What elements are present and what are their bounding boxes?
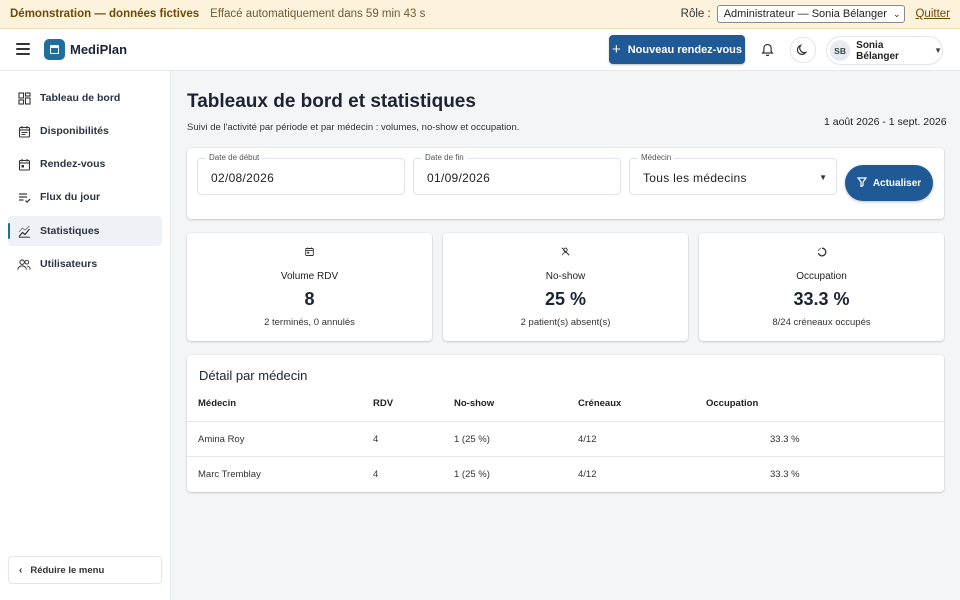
stat-card-no-show: No-show 25 % 2 patient(s) absent(s) bbox=[443, 233, 688, 341]
calendar-icon bbox=[187, 247, 432, 256]
avatar: SB bbox=[830, 40, 851, 61]
doctor-select-label: Médecin bbox=[638, 153, 675, 162]
collapse-menu-label: Réduire le menu bbox=[30, 564, 105, 576]
plus-icon: + bbox=[611, 41, 621, 58]
list-flow-icon bbox=[17, 190, 31, 204]
menu-icon[interactable] bbox=[16, 43, 30, 55]
users-icon bbox=[17, 257, 31, 271]
start-date-value: 02/08/2026 bbox=[211, 171, 275, 185]
caret-down-icon: ▼ bbox=[934, 46, 942, 55]
chevron-down-icon: ⌄ bbox=[892, 8, 901, 19]
start-date-label: Date de début bbox=[206, 153, 263, 162]
collapse-menu-button[interactable]: ‹ Réduire le menu bbox=[8, 556, 162, 584]
stat-label: Volume RDV bbox=[280, 271, 339, 282]
cell-rdv: 4 bbox=[373, 434, 379, 445]
stat-label: Occupation bbox=[796, 271, 847, 282]
sidebar-item-label: Disponibilités bbox=[40, 125, 109, 137]
cell-occupation: 33.3 % bbox=[770, 434, 800, 445]
end-date-value: 01/09/2026 bbox=[427, 171, 491, 185]
cell-no-show: 1 (25 %) bbox=[454, 469, 490, 480]
sidebar-item-flux-du-jour[interactable]: Flux du jour bbox=[8, 182, 162, 212]
cell-medecin: Marc Tremblay bbox=[198, 469, 261, 480]
sidebar-item-utilisateurs[interactable]: Utilisateurs bbox=[8, 249, 162, 279]
caret-down-icon: ▼ bbox=[819, 173, 827, 182]
cell-creneaux: 4/12 bbox=[578, 434, 597, 445]
role-select-value: Administrateur — Sonia Bélanger bbox=[723, 8, 887, 20]
chart-line-icon bbox=[17, 224, 31, 238]
calendar-icon bbox=[17, 124, 31, 138]
cell-medecin: Amina Roy bbox=[198, 434, 245, 445]
app-header: MediPlan + Nouveau rendez-vous SB Sonia … bbox=[0, 29, 960, 71]
sidebar-item-label: Tableau de bord bbox=[40, 92, 121, 104]
stat-subtext: 2 terminés, 0 annulés bbox=[264, 317, 355, 328]
filter-icon bbox=[856, 176, 868, 190]
dashboard-grid-icon bbox=[17, 91, 31, 105]
column-header-rdv[interactable]: RDV bbox=[373, 398, 394, 409]
demo-countdown: Effacé automatiquement dans 59 min 43 s bbox=[210, 8, 426, 20]
refresh-label: Actualiser bbox=[872, 177, 922, 189]
logo-icon bbox=[44, 39, 65, 60]
sidebar: Tableau de bord Disponibilités Rendez-vo… bbox=[0, 71, 171, 600]
sidebar-item-label: Flux du jour bbox=[40, 191, 101, 203]
new-appointment-label: Nouveau rendez-vous bbox=[627, 43, 743, 56]
end-date-field[interactable]: Date de fin 01/09/2026 bbox=[413, 153, 621, 195]
quit-link[interactable]: Quitter bbox=[915, 8, 950, 20]
page-title: Tableaux de bord et statistiques bbox=[187, 91, 476, 112]
brand-name: MediPlan bbox=[70, 42, 128, 57]
stat-subtext: 8/24 créneaux occupés bbox=[772, 317, 871, 328]
column-header-occupation[interactable]: Occupation bbox=[706, 398, 759, 409]
refresh-button[interactable]: Actualiser bbox=[845, 165, 933, 201]
sidebar-item-label: Rendez-vous bbox=[40, 158, 106, 170]
sidebar-item-tableau-de-bord[interactable]: Tableau de bord bbox=[8, 83, 162, 113]
detail-title: Détail par médecin bbox=[199, 368, 308, 383]
user-name: Sonia Bélanger bbox=[856, 39, 899, 62]
stat-value: 8 bbox=[304, 289, 315, 309]
cell-occupation: 33.3 % bbox=[770, 469, 800, 480]
column-header-medecin[interactable]: Médecin bbox=[198, 398, 237, 409]
doctor-detail-table: Détail par médecin Médecin RDV No-show C… bbox=[187, 355, 944, 492]
cell-rdv: 4 bbox=[373, 469, 379, 480]
stat-card-occupation: Occupation 33.3 % 8/24 créneaux occupés bbox=[699, 233, 944, 341]
column-header-creneaux[interactable]: Créneaux bbox=[578, 398, 622, 409]
new-appointment-button[interactable]: + Nouveau rendez-vous bbox=[609, 35, 745, 64]
stat-subtext: 2 patient(s) absent(s) bbox=[520, 317, 611, 328]
stat-value: 25 % bbox=[544, 289, 587, 309]
donut-icon bbox=[699, 247, 944, 257]
table-row: Marc Tremblay 4 1 (25 %) 4/12 33.3 % bbox=[187, 456, 944, 491]
role-select[interactable]: Administrateur — Sonia Bélanger ⌄ bbox=[716, 5, 906, 23]
demo-banner-title: Démonstration — données fictives bbox=[10, 8, 200, 20]
sidebar-item-label: Statistiques bbox=[40, 225, 100, 237]
person-off-icon bbox=[443, 247, 688, 256]
cell-creneaux: 4/12 bbox=[578, 469, 597, 480]
date-range: 1 août 2026 - 1 sept. 2026 bbox=[824, 116, 947, 128]
chevron-left-icon: ‹ bbox=[19, 564, 23, 576]
moon-icon[interactable] bbox=[790, 37, 816, 63]
page-subtitle: Suivi de l'activité par période et par m… bbox=[187, 122, 520, 133]
sidebar-item-label: Utilisateurs bbox=[40, 258, 98, 270]
start-date-field[interactable]: Date de début 02/08/2026 bbox=[197, 153, 405, 195]
sidebar-item-statistiques[interactable]: Statistiques bbox=[8, 216, 162, 246]
cell-no-show: 1 (25 %) bbox=[454, 434, 490, 445]
role-label: Rôle : bbox=[680, 8, 711, 20]
stat-label: No-show bbox=[545, 271, 586, 282]
demo-banner: Démonstration — données fictives Effacé … bbox=[0, 0, 960, 29]
filters-card: Date de début 02/08/2026 Date de fin 01/… bbox=[187, 148, 944, 219]
stat-card-volume: Volume RDV 8 2 terminés, 0 annulés bbox=[187, 233, 432, 341]
calendar-check-icon bbox=[17, 157, 31, 171]
sidebar-item-rendez-vous[interactable]: Rendez-vous bbox=[8, 149, 162, 179]
table-row: Amina Roy 4 1 (25 %) 4/12 33.3 % bbox=[187, 421, 944, 456]
doctor-select[interactable]: Médecin Tous les médecins ▼ bbox=[629, 153, 837, 195]
end-date-label: Date de fin bbox=[422, 153, 467, 162]
doctor-select-value: Tous les médecins bbox=[643, 171, 747, 185]
stat-value: 33.3 % bbox=[793, 289, 850, 309]
user-menu[interactable]: SB Sonia Bélanger ▼ bbox=[826, 36, 943, 65]
bell-icon[interactable] bbox=[755, 38, 779, 62]
sidebar-item-disponibilites[interactable]: Disponibilités bbox=[8, 116, 162, 146]
column-header-no-show[interactable]: No-show bbox=[454, 398, 495, 409]
